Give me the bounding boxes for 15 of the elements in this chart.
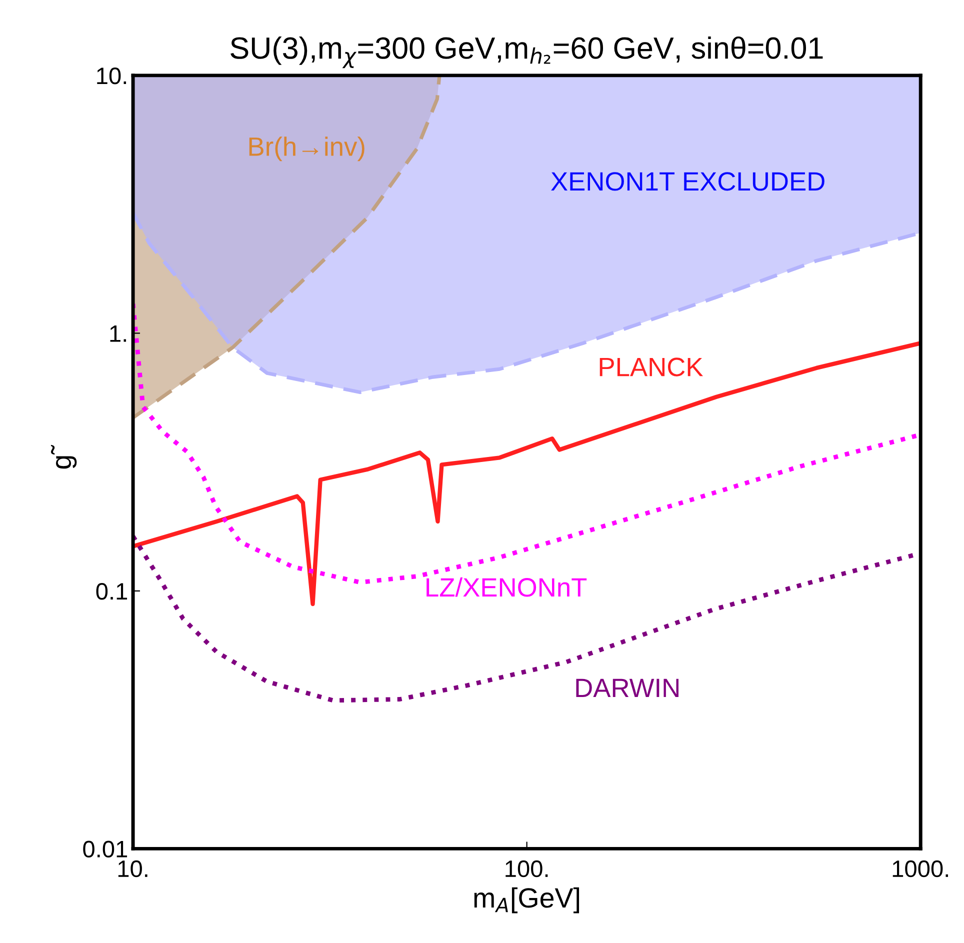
y-tick-label: 1. xyxy=(110,326,126,342)
text: XENON1T EXCLUDED xyxy=(551,172,824,191)
y-tick-label: 10. xyxy=(97,68,126,84)
x-tick-label: 1000. xyxy=(892,860,948,878)
x-tick-label: 100. xyxy=(506,860,548,878)
y-tick-label: 0.1 xyxy=(96,583,128,600)
y-tick-label: 0.01 xyxy=(83,840,128,858)
x-tick-label: 10. xyxy=(118,860,148,878)
series-label: Br(h→inv) xyxy=(249,136,364,162)
series-label: DARWIN xyxy=(576,678,678,698)
y-axis-title: g̃ xyxy=(50,444,77,469)
x-axis-title: m$_{A}$[GeV] xyxy=(474,887,580,914)
chart-title: SU(3),m$_{χ}$=300 GeV,m$_{h₂}$=60 GeV, sinθ=0.01 xyxy=(230,36,823,68)
series-label: LZ/XENONnT xyxy=(426,577,587,597)
series-label: PLANCK xyxy=(600,358,704,376)
